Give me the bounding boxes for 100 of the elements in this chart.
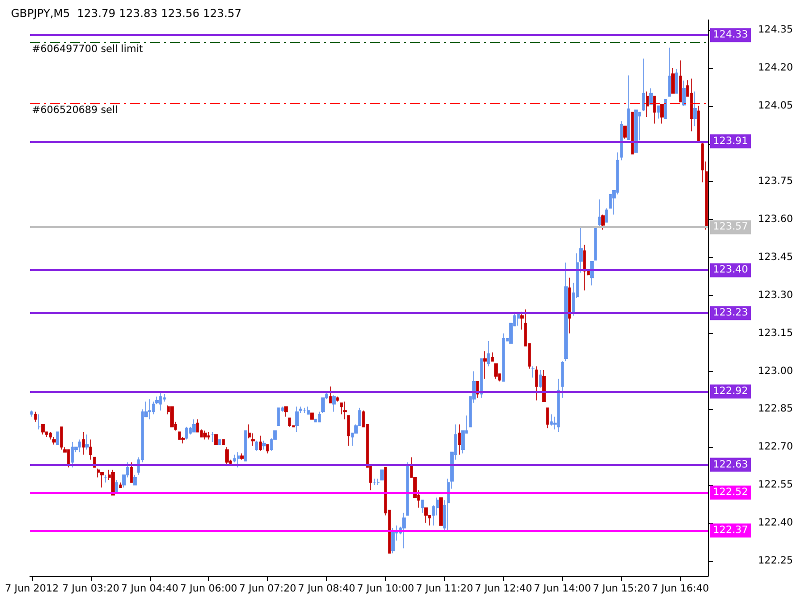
- ref-line-label: 124.33: [713, 30, 748, 41]
- candlestick: [642, 58, 645, 112]
- candlestick: [310, 412, 314, 420]
- candlestick: [60, 426, 63, 450]
- candlestick: [100, 472, 104, 488]
- y-tick-label: 123.45: [758, 252, 793, 264]
- candlestick: [601, 214, 605, 230]
- candlestick: [284, 406, 288, 418]
- candlestick: [657, 106, 660, 119]
- candlestick: [203, 430, 207, 440]
- candlestick: [605, 208, 608, 224]
- candlestick: [307, 406, 310, 415]
- candlestick: [649, 88, 653, 105]
- candlestick: [159, 392, 162, 411]
- y-tick-label: 122.85: [758, 404, 793, 415]
- candlestick: [255, 440, 258, 452]
- y-tick-label: 124.35: [758, 24, 793, 36]
- candlestick: [439, 497, 443, 526]
- candlestick: [288, 418, 291, 428]
- x-tick-label: 7 Jun 07:20: [239, 584, 296, 594]
- y-tick-label: 124.20: [758, 62, 793, 74]
- x-tick-label: 7 Jun 04:40: [121, 584, 178, 594]
- ref-line-label: 122.37: [713, 525, 748, 536]
- candlestick: [329, 386, 332, 404]
- ref-line-label: 123.57: [713, 222, 748, 233]
- y-tick-label: 122.40: [758, 517, 793, 528]
- candlestick: [148, 398, 151, 420]
- candlestick: [690, 78, 693, 132]
- candlestick: [38, 414, 41, 430]
- candlestick: [89, 439, 92, 460]
- candlestick: [225, 446, 229, 466]
- candlestick: [343, 401, 347, 420]
- candlestick: [623, 126, 627, 140]
- candlestick: [402, 512, 406, 549]
- candlestick: [303, 408, 306, 414]
- candlestick: [682, 80, 686, 106]
- candlestick: [178, 432, 181, 440]
- y-tick-label: 123.30: [758, 290, 793, 301]
- candlestick: [104, 474, 107, 483]
- ref-line-label: 123.91: [713, 136, 748, 147]
- candlestick: [531, 366, 535, 378]
- candlestick: [34, 411, 37, 422]
- x-tick-label: 7 Jun 03:20: [62, 584, 120, 594]
- candlestick: [56, 432, 59, 445]
- candlestick: [30, 410, 33, 418]
- candlestick: [82, 432, 85, 456]
- candlestick: [115, 480, 118, 493]
- candlestick: [550, 414, 553, 426]
- candlestick: [646, 91, 649, 118]
- x-tick-label: 7 Jun 15:20: [592, 584, 650, 594]
- candlestick: [391, 528, 395, 554]
- candlestick: [67, 449, 70, 468]
- candlestick: [78, 439, 81, 453]
- candlestick: [561, 360, 564, 398]
- candlestick: [240, 453, 244, 460]
- ref-line-label: 122.63: [713, 459, 748, 470]
- candlestick: [583, 244, 586, 291]
- candlestick: [214, 434, 218, 445]
- y-tick-label: 122.25: [758, 555, 793, 566]
- candlestick: [564, 262, 568, 362]
- y-tick-label: 122.70: [758, 442, 793, 453]
- candlestick: [170, 406, 174, 428]
- candlestick: [119, 482, 122, 488]
- candlestick: [542, 370, 546, 402]
- candlestick: [494, 363, 498, 380]
- candlestick: [373, 478, 376, 486]
- candlestick: [568, 277, 571, 334]
- x-tick-label: 7 Jun 08:40: [298, 584, 356, 594]
- y-tick-label: 122.55: [758, 480, 793, 491]
- candlestick: [259, 435, 262, 452]
- y-tick-label: 123.60: [758, 214, 793, 226]
- ref-line-label: #606520689 sell: [32, 104, 118, 116]
- candlestick: [244, 430, 247, 462]
- y-tick-label: 123.15: [758, 328, 793, 339]
- candlestick: [598, 199, 601, 226]
- candlestick: [237, 452, 240, 468]
- candlestick: [222, 439, 225, 445]
- candlestick: [185, 426, 188, 440]
- candlestick: [668, 47, 671, 97]
- x-tick-label: 7 Jun 10:00: [356, 584, 414, 594]
- candlestick: [627, 74, 630, 140]
- candlestick: [517, 312, 520, 326]
- candlestick: [277, 408, 280, 426]
- ref-line-label: 122.92: [713, 386, 748, 398]
- candlestick: [130, 462, 133, 483]
- candlestick: [631, 112, 634, 154]
- x-tick-label: 7 Jun 12:40: [474, 584, 532, 594]
- ref-line-label: 123.40: [713, 264, 748, 276]
- x-tick-label: 7 Jun 06:00: [180, 584, 238, 594]
- candlestick: [111, 469, 115, 496]
- candlestick: [41, 424, 45, 435]
- candlestick: [483, 350, 487, 380]
- candlestick: [697, 106, 700, 143]
- candlestick: [262, 440, 266, 450]
- candlestick: [207, 432, 210, 440]
- candlestick: [660, 104, 664, 124]
- y-tick-label: 123.00: [758, 366, 793, 377]
- candlestick: [406, 462, 409, 516]
- candlestick: [377, 478, 380, 486]
- candlestick: [546, 408, 549, 429]
